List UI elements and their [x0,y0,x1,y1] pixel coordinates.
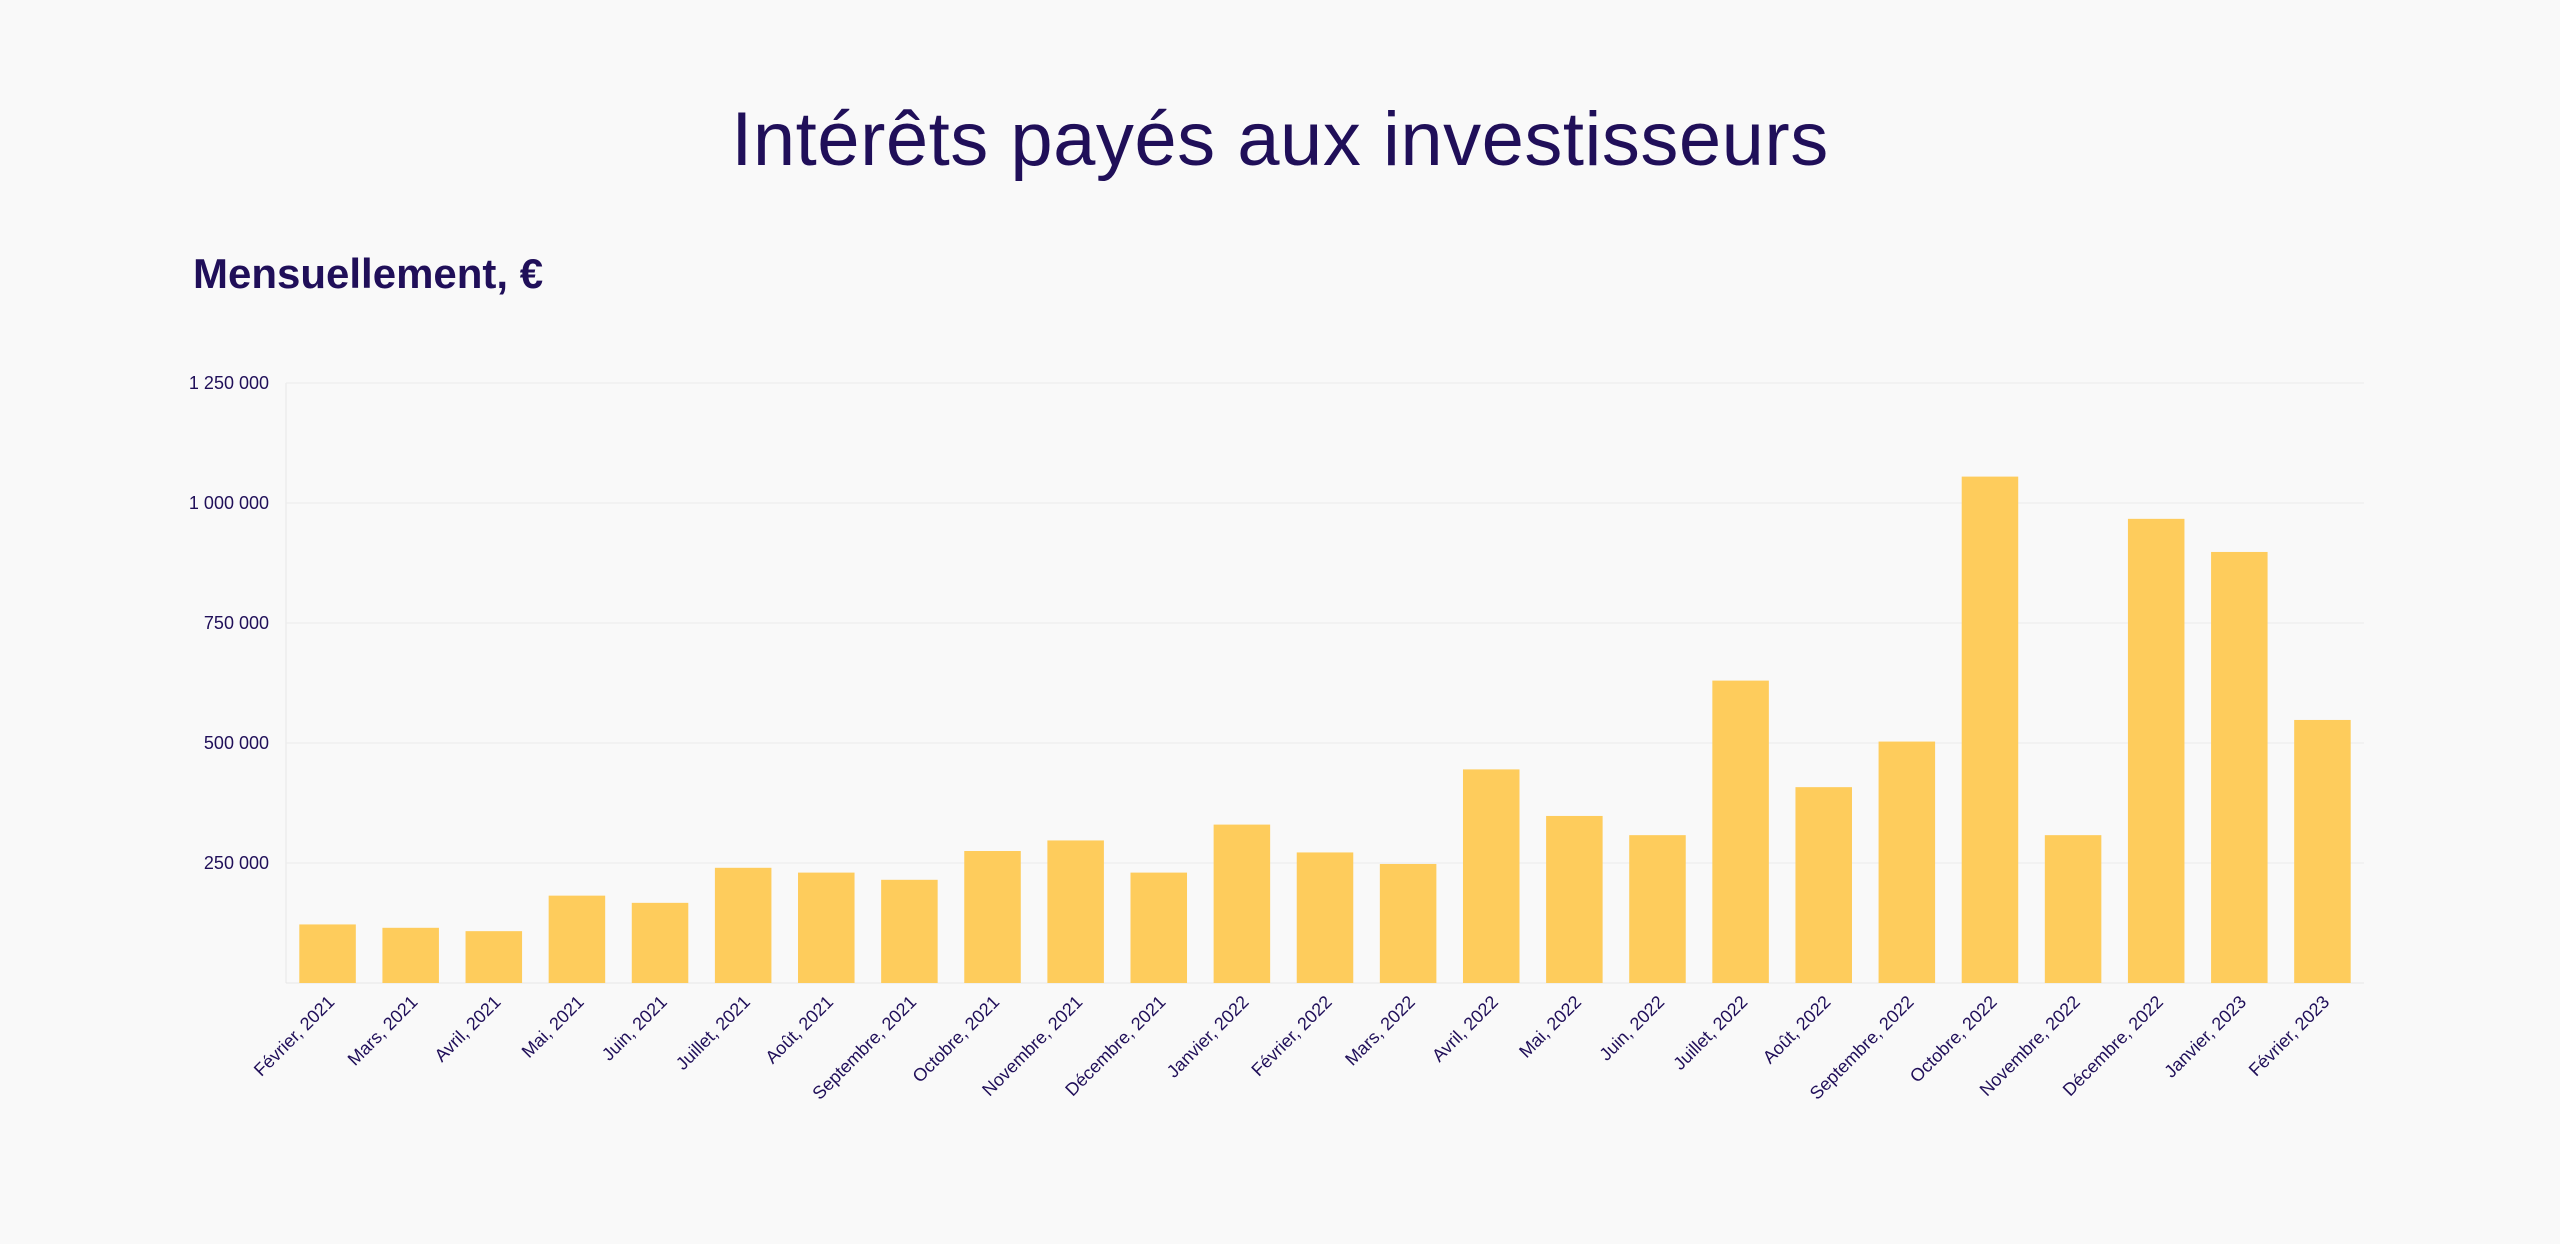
bar [1047,840,1104,983]
bars [299,476,2351,983]
x-tick-label: Avril, 2022 [1428,992,1502,1066]
x-tick-label: Août, 2022 [1759,992,1835,1068]
bar [964,851,1021,983]
x-tick-label: Février, 2021 [250,992,338,1080]
x-tick-label: Mars, 2022 [1341,992,1419,1070]
x-tick-label: Juin, 2021 [598,992,671,1065]
bar [465,931,523,983]
y-tick-label: 1 250 000 [189,373,269,393]
y-tick-label: 500 000 [204,733,269,753]
page-title: Intérêts payés aux investisseurs [731,97,1829,182]
x-tick-label: Octobre, 2022 [1906,992,2001,1087]
x-tick-label: Février, 2022 [1247,992,1335,1080]
bar [1546,815,1603,983]
bar [631,902,689,983]
bar [881,879,938,983]
x-tick-label: Février, 2023 [2245,992,2333,1080]
x-tick-label: Octobre, 2021 [909,992,1004,1087]
bar [382,927,439,983]
y-axis: 250 000 500 000 750 000 1 000 000 1 250 000 [189,373,269,873]
x-tick-label: Mai, 2021 [518,992,588,1062]
bar [1712,680,1769,983]
bar [2127,518,2185,983]
bar [1961,476,2019,983]
bar [1130,872,1188,983]
x-tick-label: Juillet, 2022 [1669,992,1751,1074]
y-tick-label: 750 000 [204,613,269,633]
chart-subtitle: Mensuellement, € [193,250,544,297]
bar [2211,551,2268,983]
x-tick-label: Janvier, 2023 [2160,992,2250,1082]
x-tick-label: Janvier, 2022 [1163,992,1253,1082]
y-tick-label: 1 000 000 [189,493,269,513]
bar [1296,852,1354,983]
bar [798,872,855,983]
bar [1213,824,1271,983]
bar [714,867,772,983]
x-tick-label: Juillet, 2021 [672,992,754,1074]
bar [2044,835,2102,983]
bar [548,895,606,983]
bar [1462,769,1520,983]
x-tick-label: Avril, 2021 [431,992,505,1066]
x-tick-label: Mars, 2021 [344,992,422,1070]
bar [1878,741,1936,983]
bar [1379,863,1437,983]
x-axis: Février, 2021 Mars, 2021 Avril, 2021 Mai, 2… [250,992,2333,1104]
bar [1629,835,1686,983]
bar [1795,787,1852,983]
bar [299,924,356,983]
bar [2294,719,2351,983]
x-tick-label: Août, 2021 [761,992,837,1068]
x-tick-label: Mai, 2022 [1515,992,1585,1062]
x-tick-label: Juin, 2022 [1595,992,1668,1065]
y-tick-label: 250 000 [204,853,269,873]
